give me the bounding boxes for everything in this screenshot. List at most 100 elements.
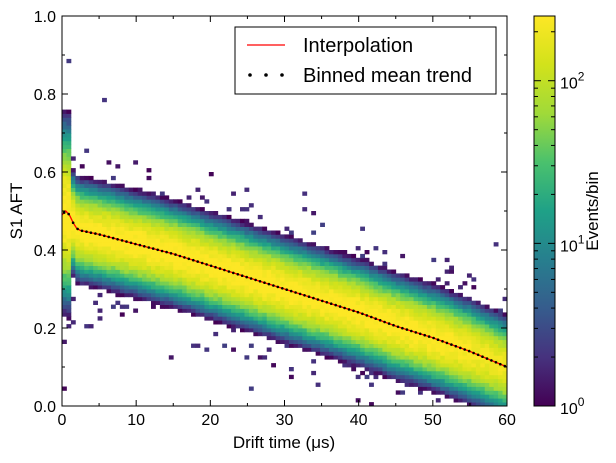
heatmap-cell	[453, 374, 459, 380]
heatmap-cell	[355, 269, 361, 274]
heatmap-cell	[106, 218, 112, 224]
heatmap-cell	[471, 355, 477, 360]
heatmap-cell	[404, 370, 410, 376]
binned-mean-point	[258, 280, 262, 283]
heatmap-cell	[489, 382, 495, 387]
heatmap-cell	[369, 296, 374, 302]
heatmap-cell	[444, 308, 450, 313]
heatmap-cell	[79, 175, 85, 181]
heatmap-cell	[199, 292, 205, 298]
heatmap-cell	[284, 296, 290, 302]
heatmap-cell	[248, 316, 254, 321]
heatmap-cell	[369, 300, 374, 305]
heatmap-cell	[324, 328, 330, 333]
heatmap-cell	[342, 355, 348, 360]
heatmap-cell	[293, 328, 299, 333]
heatmap-cell	[93, 300, 98, 305]
heatmap-cell	[351, 265, 357, 270]
heatmap-cell	[199, 253, 205, 259]
heatmap-cell	[182, 203, 187, 208]
binned-mean-point	[272, 284, 275, 287]
heatmap-cell	[168, 214, 174, 220]
heatmap-cell	[324, 257, 330, 263]
heatmap-cell	[164, 273, 170, 278]
heatmap-cell	[222, 226, 228, 231]
heatmap-cell	[284, 265, 290, 270]
heatmap-cell	[364, 347, 370, 352]
heatmap-cell	[84, 175, 90, 181]
heatmap-cell	[351, 331, 357, 337]
heatmap-cell	[333, 296, 339, 302]
heatmap-cell	[173, 273, 179, 278]
heatmap-cell	[369, 339, 374, 344]
heatmap-cell	[62, 250, 67, 255]
heatmap-cell	[400, 253, 406, 259]
heatmap-cell	[404, 335, 410, 341]
heatmap-cell	[70, 296, 76, 302]
heatmap-cell	[306, 285, 312, 290]
heatmap-cell	[213, 238, 219, 243]
heatmap-cell	[199, 250, 205, 255]
binned-mean-point	[298, 292, 302, 296]
heatmap-cell	[88, 285, 94, 290]
heatmap-cell	[110, 203, 116, 208]
heatmap-cell	[93, 285, 98, 290]
heatmap-cell	[364, 292, 370, 298]
heatmap-cell	[66, 152, 72, 157]
heatmap-cell	[342, 261, 348, 266]
heatmap-cell	[382, 289, 388, 294]
heatmap-cell	[213, 285, 219, 290]
heatmap-cell	[137, 218, 143, 224]
heatmap-cell	[191, 292, 196, 298]
heatmap-cell	[400, 359, 406, 364]
heatmap-cell	[66, 250, 72, 255]
heatmap-cell	[329, 316, 334, 321]
heatmap-cell	[235, 222, 241, 227]
heatmap-cell	[373, 324, 379, 329]
heatmap-cell	[240, 207, 245, 212]
heatmap-cell	[240, 269, 245, 274]
heatmap-cell	[369, 316, 374, 321]
heatmap-cell	[288, 281, 294, 286]
heatmap-cell	[66, 316, 72, 321]
heatmap-cell	[133, 257, 139, 263]
heatmap-cell	[458, 351, 463, 356]
heatmap-cell	[431, 289, 437, 294]
heatmap-cell	[475, 374, 481, 380]
heatmap-cell	[133, 308, 139, 313]
heatmap-cell	[377, 312, 383, 317]
heatmap-cell	[119, 273, 125, 278]
heatmap-cell	[102, 222, 107, 227]
heatmap-cell	[395, 370, 401, 376]
heatmap-cell	[484, 398, 490, 403]
heatmap-cell	[271, 273, 276, 278]
heatmap-cell	[266, 324, 272, 329]
heatmap-cell	[208, 300, 214, 305]
heatmap-cell	[62, 246, 67, 251]
heatmap-cell	[177, 230, 183, 235]
heatmap-cell	[93, 218, 98, 224]
heatmap-cell	[128, 292, 134, 298]
heatmap-cell	[435, 285, 441, 290]
heatmap-cell	[97, 308, 103, 313]
heatmap-cell	[320, 339, 325, 344]
heatmap-cell	[480, 374, 486, 380]
heatmap-cell	[151, 222, 156, 227]
heatmap-cell	[280, 304, 285, 309]
heatmap-cell	[426, 374, 432, 380]
heatmap-cell	[195, 300, 201, 305]
heatmap-cell	[79, 230, 85, 235]
heatmap-cell	[66, 207, 72, 212]
heatmap-cell	[288, 273, 294, 278]
heatmap-cell	[142, 234, 147, 239]
heatmap-cell	[484, 347, 490, 352]
heatmap-cell	[155, 211, 161, 216]
heatmap-cell	[431, 382, 437, 387]
heatmap-cell	[115, 261, 121, 266]
heatmap-cell	[106, 273, 112, 278]
heatmap-cell	[191, 285, 196, 290]
heatmap-cell	[222, 320, 228, 325]
heatmap-cell	[204, 347, 210, 352]
heatmap-cell	[195, 265, 201, 270]
heatmap-cell	[391, 277, 397, 282]
